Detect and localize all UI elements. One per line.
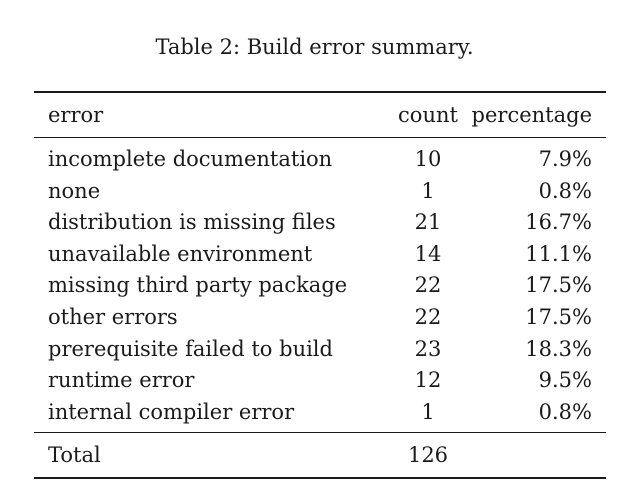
- total-count: 126: [407, 443, 449, 468]
- table-total-row: Total 126: [34, 432, 606, 479]
- cell-error: other errors: [48, 304, 178, 329]
- cell-percentage: 18.3%: [525, 336, 592, 361]
- cell-percentage: 16.7%: [525, 210, 592, 235]
- header-count: count: [398, 103, 458, 127]
- cell-error: internal compiler error: [48, 399, 295, 424]
- cell-error: incomplete documentation: [48, 147, 333, 171]
- table-row: internal compiler error 1 0.8%: [34, 397, 606, 433]
- cell-percentage: 11.1%: [525, 241, 592, 266]
- cell-percentage: 0.8%: [538, 399, 592, 424]
- table-row: other errors 22 17.5%: [34, 302, 606, 334]
- cell-count: 21: [414, 210, 442, 235]
- error-summary-table: error count percentage incomplete docume…: [34, 91, 606, 479]
- cell-percentage: 17.5%: [525, 304, 592, 329]
- table-header-row: error count percentage: [34, 92, 606, 138]
- total-percentage: [468, 433, 606, 479]
- table-row: distribution is missing files 21 16.7%: [34, 207, 606, 239]
- cell-error: prerequisite failed to build: [48, 336, 333, 361]
- cell-error: runtime error: [48, 368, 195, 393]
- cell-error: missing third party package: [48, 273, 348, 298]
- header-error: error: [48, 103, 104, 127]
- cell-count: 12: [414, 368, 442, 393]
- cell-error: distribution is missing files: [48, 210, 336, 235]
- cell-percentage: 17.5%: [525, 273, 592, 298]
- cell-percentage: 0.8%: [538, 178, 592, 203]
- total-label: Total: [48, 443, 101, 468]
- table-row: runtime error 12 9.5%: [34, 365, 606, 397]
- cell-percentage: 7.9%: [538, 147, 592, 171]
- cell-count: 10: [414, 147, 442, 171]
- cell-count: 1: [421, 399, 435, 424]
- cell-percentage: 9.5%: [538, 368, 592, 393]
- table-row: prerequisite failed to build 23 18.3%: [34, 334, 606, 366]
- table-row: none 1 0.8%: [34, 176, 606, 208]
- cell-error: none: [48, 178, 101, 203]
- table-caption: Table 2: Build error summary.: [155, 35, 474, 59]
- cell-error: unavailable environment: [48, 241, 313, 266]
- table-row: missing third party package 22 17.5%: [34, 270, 606, 302]
- table-row: incomplete documentation 10 7.9%: [34, 138, 606, 176]
- cell-count: 1: [421, 178, 435, 203]
- cell-count: 22: [414, 304, 442, 329]
- error-summary-table-container: error count percentage incomplete docume…: [34, 91, 606, 479]
- table-row: unavailable environment 14 11.1%: [34, 239, 606, 271]
- cell-count: 14: [414, 241, 442, 266]
- cell-count: 23: [414, 336, 442, 361]
- cell-count: 22: [414, 273, 442, 298]
- header-percentage: percentage: [471, 103, 592, 127]
